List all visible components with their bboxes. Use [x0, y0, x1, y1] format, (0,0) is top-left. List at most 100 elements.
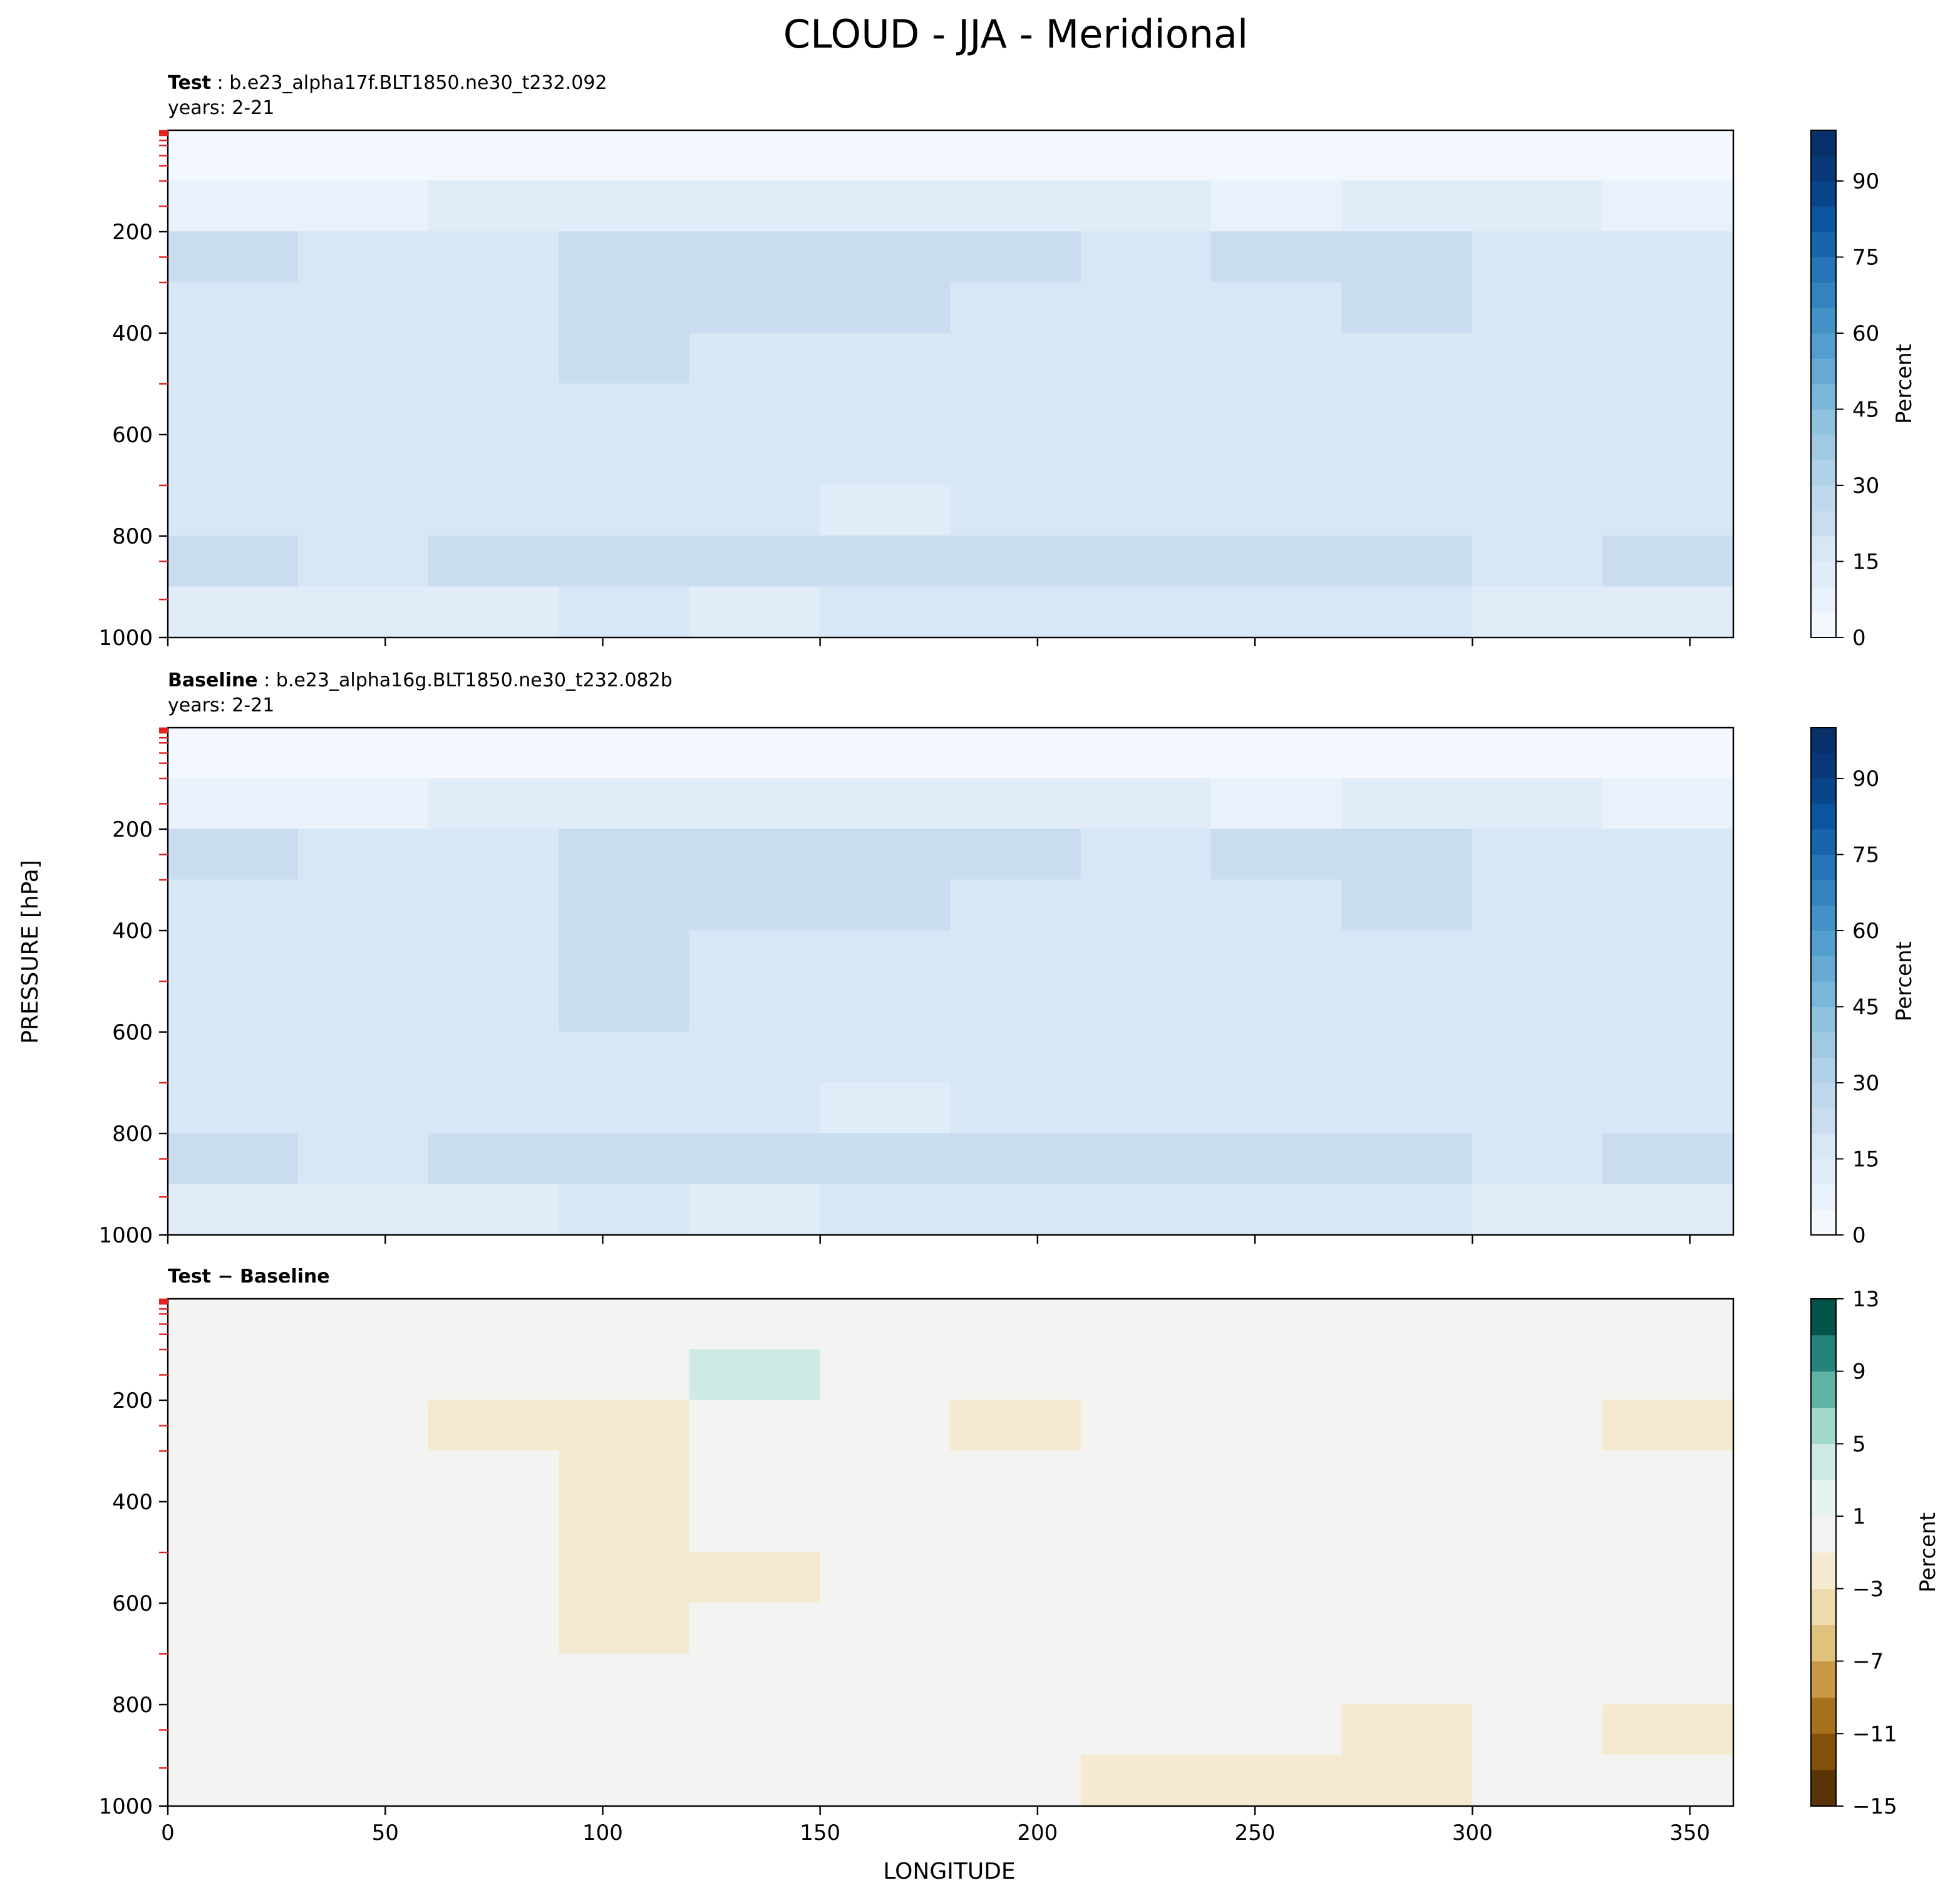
field-cell [1602, 1133, 1734, 1185]
field-cell [1080, 383, 1212, 435]
field-cell [428, 1704, 560, 1756]
field-cell [559, 1298, 690, 1350]
field-cell [559, 727, 690, 779]
field-cell [1602, 180, 1734, 232]
colorbar-band [1810, 956, 1837, 982]
contour-field [167, 1298, 1734, 1807]
colorbar-tick-label: 30 [1852, 1071, 1879, 1096]
colorbar-band [1810, 1159, 1837, 1185]
field-cell [950, 1031, 1081, 1083]
field-cell [559, 282, 690, 334]
colorbar-band [1810, 1335, 1837, 1372]
field-cell [1472, 1349, 1604, 1401]
field-cell [428, 930, 560, 982]
colorbar-band [1810, 753, 1837, 779]
field-cell [1211, 333, 1343, 385]
field-cell [1211, 1755, 1343, 1807]
colorbar-band [1810, 1407, 1837, 1444]
y-tick-label: 1000 [98, 1794, 153, 1819]
field-cell [820, 1603, 951, 1655]
field-cell [1080, 180, 1212, 232]
colorbar-tick-label: 75 [1852, 843, 1879, 868]
field-cell [559, 930, 690, 982]
field-cell [820, 1082, 951, 1134]
y-tick-label: 400 [112, 321, 153, 346]
field-cell [1341, 930, 1473, 982]
field-cell [1211, 1704, 1343, 1756]
colorbar-band [1810, 1108, 1837, 1134]
field-cell [297, 1755, 430, 1807]
panel-subtitle: years: 2-21 [168, 97, 274, 119]
field-cell [1602, 1082, 1734, 1134]
field-cell [689, 1755, 821, 1807]
field-cell [1472, 1653, 1604, 1705]
field-cell [1472, 727, 1604, 779]
field-cell [297, 282, 430, 334]
x-tick-label: 50 [372, 1820, 399, 1846]
field-cell [689, 180, 821, 232]
field-cell [820, 180, 951, 232]
field-cell [689, 231, 821, 283]
field-cell [167, 1653, 299, 1705]
field-cell [1211, 434, 1343, 486]
field-cell [428, 1552, 560, 1604]
field-cell [950, 1501, 1081, 1553]
field-cell [297, 231, 430, 283]
field-cell [1602, 1603, 1734, 1655]
field-cell [689, 1400, 821, 1452]
field-cell [297, 1349, 430, 1401]
field-cell [1080, 535, 1212, 587]
field-cell [950, 434, 1081, 486]
field-cell [820, 485, 951, 537]
field-cell [820, 930, 951, 982]
field-cell [1341, 1450, 1473, 1502]
field-cell [297, 333, 430, 385]
field-cell [559, 1031, 690, 1083]
field-cell [689, 383, 821, 435]
field-cell [1472, 180, 1604, 232]
colorbar-band [1810, 130, 1837, 156]
colorbar-tick-label: 45 [1852, 995, 1879, 1020]
field-cell [167, 981, 299, 1033]
colorbar-label: Percent [1892, 344, 1917, 424]
colorbar-band [1810, 930, 1837, 956]
field-cell [167, 535, 299, 587]
field-cell [689, 1450, 821, 1502]
field-cell [1341, 727, 1473, 779]
field-cell [1341, 1400, 1473, 1452]
field-cell [1341, 1755, 1473, 1807]
colorbar-tick-label: 60 [1852, 919, 1879, 944]
field-cell [297, 1704, 430, 1756]
field-cell [1341, 1653, 1473, 1705]
field-cell [428, 778, 560, 830]
field-cell [559, 1501, 690, 1553]
field-cell [820, 1298, 951, 1350]
colorbar-band [1810, 1006, 1837, 1033]
field-cell [1472, 1400, 1604, 1452]
field-cell [950, 1184, 1081, 1236]
panel-title-bold: Test [168, 72, 211, 94]
field-cell [428, 1349, 560, 1401]
field-cell [689, 829, 821, 880]
colorbar-band [1810, 561, 1837, 587]
field-cell [820, 1501, 951, 1553]
colorbar-band [1810, 535, 1837, 562]
y-tick-label: 600 [112, 1591, 153, 1616]
colorbar-frame [1810, 130, 1837, 638]
field-cell [1211, 1501, 1343, 1553]
colorbar-label: Percent [1916, 1512, 1941, 1593]
field-cell [1080, 1082, 1212, 1134]
field-cell [1211, 535, 1343, 587]
field-cell [689, 434, 821, 486]
field-cell [428, 981, 560, 1033]
field-cell [689, 1298, 821, 1350]
field-cell [1080, 1501, 1212, 1553]
field-cell [950, 727, 1081, 779]
field-cell [1602, 1450, 1734, 1502]
colorbar-band [1810, 510, 1837, 537]
field-cell [1080, 778, 1212, 830]
field-cell [1211, 829, 1343, 880]
field-cell [689, 1184, 821, 1236]
field-cell [1472, 1298, 1604, 1350]
field-cell [297, 130, 430, 182]
